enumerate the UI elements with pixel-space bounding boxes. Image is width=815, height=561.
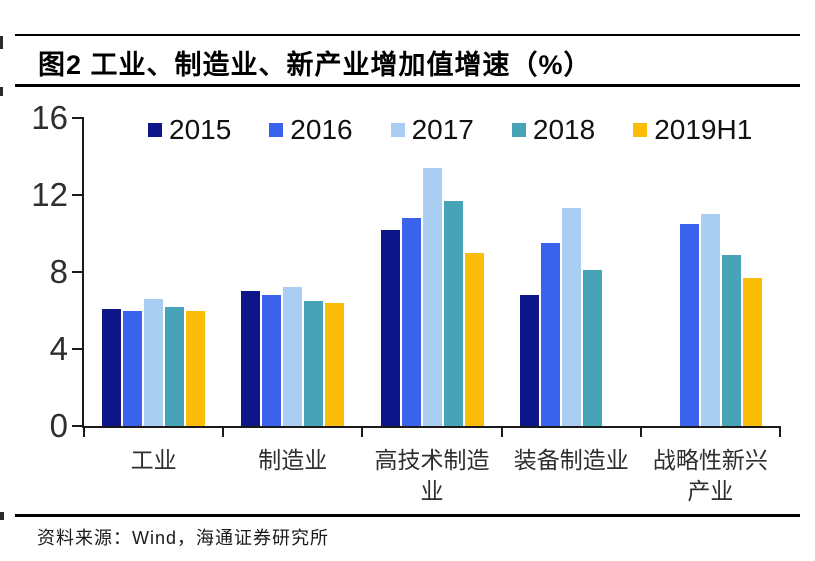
bar-2017-装备制造业	[561, 208, 581, 426]
bar-2018-高技术制造业	[443, 200, 463, 426]
bar-2015-高技术制造业	[380, 229, 400, 426]
x-axis-label-装备制造业: 装备制造业	[513, 447, 629, 473]
chart-legend: 2015 2016 2017 2018 2019H1	[148, 114, 752, 146]
bar-2019H1-工业	[186, 310, 206, 426]
bar-2016-工业	[123, 310, 143, 426]
bar-2017-战略性新兴产业	[700, 214, 720, 426]
source-attribution: 资料来源：Wind，海通证券研究所	[37, 528, 330, 548]
x-axis-tick	[779, 426, 781, 437]
bar-2018-制造业	[304, 300, 324, 426]
x-axis-label-工业: 工业	[130, 447, 177, 473]
y-axis-tick	[72, 348, 82, 350]
x-axis-label-制造业: 制造业	[258, 447, 328, 473]
legend-label: 2017	[411, 114, 474, 145]
x-axis-tick	[222, 426, 225, 437]
bar-2019H1-战略性新兴产业	[742, 277, 762, 426]
y-axis-tick	[72, 425, 82, 427]
y-tick-label: 16	[31, 99, 68, 136]
legend-label: 2018	[532, 114, 596, 145]
x-axis-tick	[639, 426, 642, 437]
x-axis-line	[82, 426, 780, 428]
bar-2018-战略性新兴产业	[721, 254, 741, 426]
bar-2017-制造业	[283, 287, 303, 426]
y-tick-label: 0	[49, 407, 68, 444]
bar-2018-装备制造业	[582, 270, 602, 426]
bar-2017-工业	[144, 298, 164, 426]
bar-2017-高技术制造业	[422, 168, 442, 426]
bar-2018-工业	[165, 306, 185, 426]
legend-swatch-icon	[511, 123, 526, 137]
x-axis-label-战略性新兴产业: 战略性新兴产业	[652, 447, 768, 504]
legend-label: 2019H1	[654, 114, 753, 145]
bar-2015-装备制造业	[519, 295, 539, 426]
legend-swatch-icon	[269, 123, 284, 137]
bar-2019H1-高技术制造业	[464, 252, 484, 426]
bar-2015-工业	[102, 308, 122, 426]
legend-item-2016: 2016	[269, 114, 353, 146]
bar-2016-高技术制造业	[401, 218, 421, 426]
y-axis-line	[82, 117, 84, 428]
legend-label: 2015	[169, 114, 232, 145]
bar-2015-制造业	[241, 291, 261, 426]
bar-2016-装备制造业	[540, 243, 560, 426]
x-axis-tick	[361, 426, 364, 437]
bottom-rule	[15, 514, 800, 517]
y-tick-label: 12	[31, 176, 68, 213]
page-edge-artifact	[0, 87, 3, 96]
x-axis-tick	[83, 426, 85, 437]
x-axis-label-高技术制造业: 高技术制造业	[374, 447, 490, 504]
plot-area: 0 4 8 12 16 工业 制造业 高技术制造业 装备制造业 战略性新兴产业	[31, 100, 781, 504]
y-tick-label: 4	[49, 330, 68, 367]
legend-label: 2016	[290, 114, 353, 145]
title-divider-rule	[15, 84, 800, 87]
top-rule	[15, 34, 800, 36]
legend-item-2018: 2018	[511, 114, 596, 146]
y-axis-tick	[72, 194, 82, 196]
figure-title: 图2 工业、制造业、新产业增加值增速（%）	[38, 50, 592, 80]
legend-swatch-icon	[390, 123, 405, 137]
page-edge-artifact	[0, 36, 3, 49]
legend-item-2017: 2017	[390, 114, 474, 146]
bar-2016-制造业	[262, 295, 282, 426]
y-tick-label: 8	[49, 253, 68, 290]
legend-item-2019H1: 2019H1	[633, 114, 752, 146]
page-edge-artifact	[0, 512, 4, 520]
y-axis-tick	[72, 271, 82, 273]
bar-2019H1-制造业	[325, 302, 345, 426]
x-axis-tick	[500, 426, 503, 437]
legend-swatch-icon	[148, 123, 162, 137]
bar-2016-战略性新兴产业	[679, 223, 699, 426]
legend-item-2015: 2015	[148, 114, 231, 146]
y-axis-tick	[72, 117, 82, 119]
legend-swatch-icon	[633, 123, 648, 137]
